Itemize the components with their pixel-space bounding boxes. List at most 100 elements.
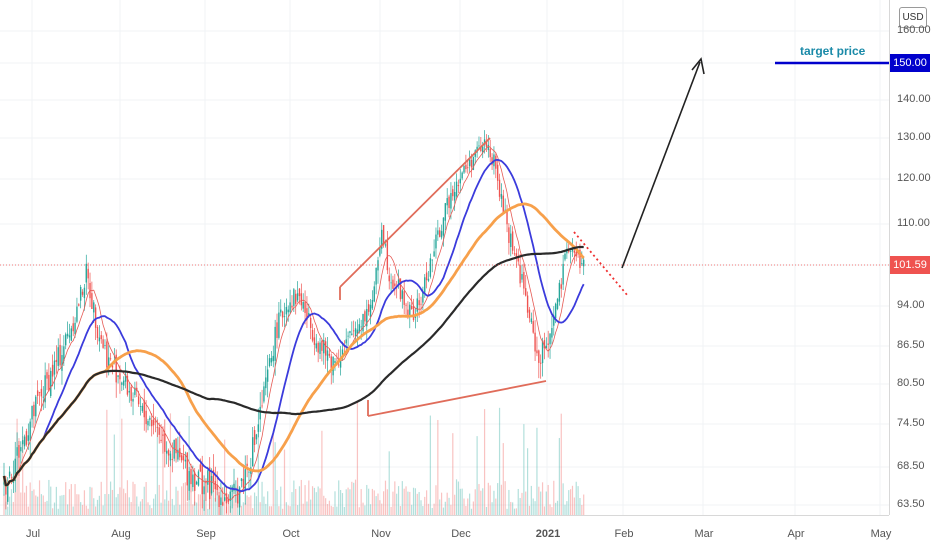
volume-bar [495,498,497,515]
volume-bar [536,427,538,515]
volume-bar [573,497,575,515]
volume-bar [295,489,297,515]
volume-bar [390,506,392,515]
candle-body [182,455,185,461]
candle-body [7,483,9,502]
candle-body [18,445,20,458]
candle-body [339,358,342,368]
candle-body [175,438,177,454]
volume-bar [444,501,446,515]
volume-bar [435,485,437,515]
volume-bar [182,483,185,515]
candle-body [266,369,269,382]
volume-bar [553,480,555,515]
candle-body [171,458,173,460]
price-chart[interactable] [0,0,889,515]
time-axis[interactable] [0,515,889,551]
volume-bar [145,481,147,515]
price-tick-label: 68.50 [897,460,925,472]
candle-body [367,304,370,312]
volume-bar [373,490,375,515]
currency-label[interactable]: USD [899,7,927,28]
candle-body [180,455,183,461]
candle-body [119,373,121,380]
candle-body [23,436,26,447]
candle-body [510,233,512,248]
candle-body [515,253,518,257]
candle-body [354,328,357,337]
candle-body [124,373,127,382]
volume-bar [313,487,316,515]
volume-bar [328,500,330,515]
candle-body [201,464,203,495]
volume-bar [354,479,357,515]
candle-body [154,421,157,423]
volume-bar [233,482,235,515]
volume-bar [383,491,385,515]
candle-body [360,326,362,328]
candle-body [207,470,209,485]
candle-body [263,386,265,402]
candle-body [238,487,241,508]
candle-body [539,362,542,364]
volume-bar [377,493,379,515]
volume-bar [454,494,456,515]
candle-body [33,404,35,417]
volume-bar [420,500,422,515]
volume-bar [216,491,218,515]
volume-bar [188,416,190,515]
candle-body [151,419,153,427]
volume-bar [282,508,284,515]
volume-bar [515,508,517,515]
volume-bar [504,481,506,515]
candle-body [255,434,258,440]
volume-bar [154,494,157,515]
candle-body [20,447,22,452]
volume-bar [164,499,166,515]
volume-bar [55,486,57,515]
candle-body [324,341,327,356]
volume-bar [149,505,151,515]
candle-body [8,471,11,477]
volume-bar [311,486,314,515]
volume-bar [40,494,42,515]
candle-body [379,247,381,256]
candle-body [452,189,454,197]
candle-body [46,372,48,379]
volume-bar [465,505,467,515]
candle-body [416,298,418,312]
volume-bar [162,430,164,515]
volume-bar [123,488,125,515]
candle-body [334,360,336,363]
volume-bar [556,500,559,515]
volume-bar [487,482,489,515]
volume-bar [527,448,529,515]
candle-body [29,421,31,441]
candle-body [470,159,473,168]
volume-bar [555,502,557,515]
candle-body [272,355,274,362]
volume-bar [345,489,347,515]
candle-body [199,464,202,472]
volume-bar [166,490,168,515]
candle-body [81,291,84,295]
volume-bar [403,488,405,515]
volume-bar [109,481,112,515]
volume-bar [323,495,325,515]
candle-body [57,347,59,366]
volume-bar [12,501,14,515]
candle-body [523,272,525,289]
candle-body [253,430,256,445]
candle-body [356,329,359,334]
volume-bar [190,492,192,515]
candle-body [573,250,576,253]
target-price-tag: 150.00 [890,54,930,72]
candle-body [87,268,89,279]
candle-body [381,229,383,249]
volume-bar [50,486,52,515]
volume-bar [210,481,213,515]
candle-body [298,288,301,297]
volume-bar [401,481,403,515]
candle-body [511,231,514,251]
